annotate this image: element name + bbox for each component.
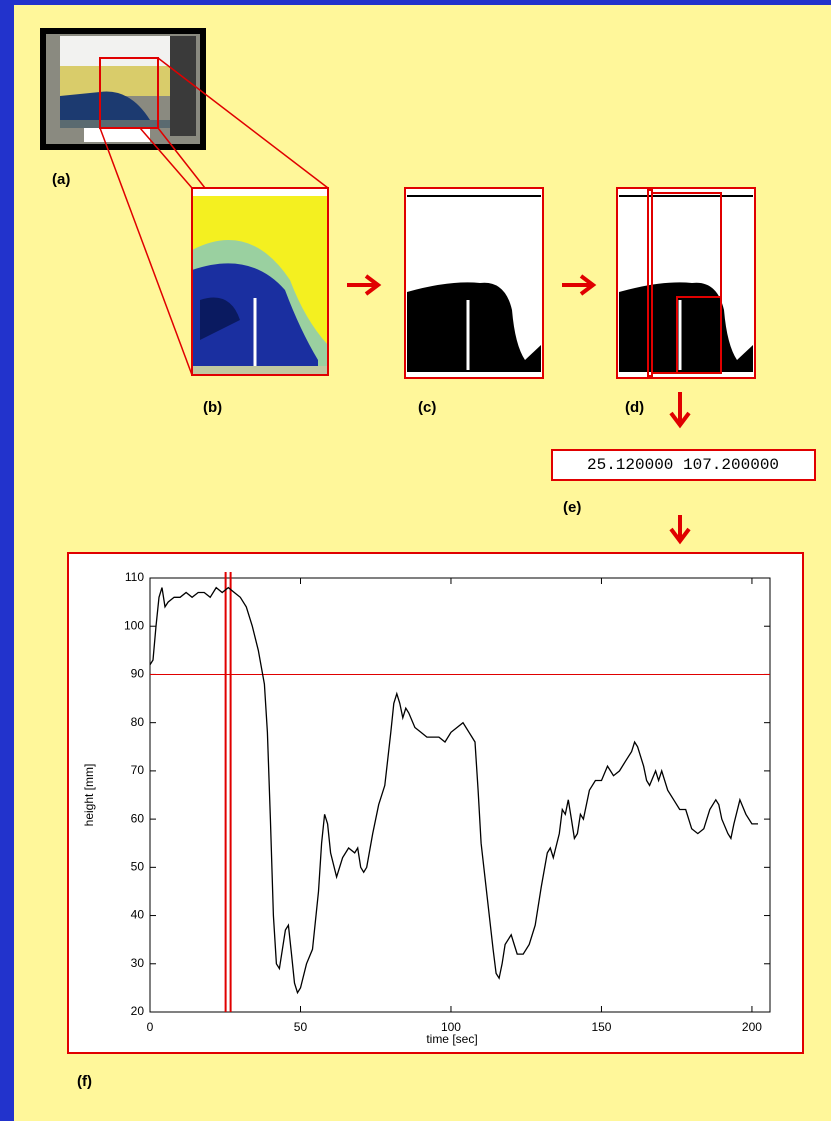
label-b: (b) <box>203 399 222 416</box>
y-tick-label: 30 <box>131 956 145 970</box>
y-tick-label: 70 <box>131 763 145 777</box>
x-tick-label: 200 <box>742 1020 762 1034</box>
readout-box <box>551 449 816 481</box>
plot-area <box>149 577 771 1013</box>
label-c: (c) <box>418 399 436 416</box>
readout-text: 25.120000 107.200000 <box>587 456 779 474</box>
arrow <box>669 515 691 545</box>
y-tick-label: 100 <box>124 618 144 632</box>
y-tick-label: 50 <box>131 860 145 874</box>
chart-frame <box>67 552 804 1054</box>
label-e: (e) <box>563 499 581 516</box>
arrow <box>669 392 691 429</box>
panel-b <box>191 187 329 376</box>
label-f: (f) <box>77 1073 92 1090</box>
y-tick-label: 110 <box>125 570 144 584</box>
x-tick-label: 0 <box>147 1020 154 1034</box>
photo-a <box>40 28 206 150</box>
x-tick-label: 100 <box>441 1020 461 1034</box>
zoom-lines <box>99 57 329 376</box>
y-tick-label: 20 <box>131 1004 145 1018</box>
x-tick-label: 50 <box>294 1020 308 1034</box>
panel-c <box>404 187 544 379</box>
y-axis-label: height [mm] <box>82 764 96 827</box>
x-tick-label: 150 <box>591 1020 611 1034</box>
x-axis-label: time [sec] <box>426 1032 477 1046</box>
y-tick-label: 80 <box>131 715 145 729</box>
label-d: (d) <box>625 399 644 416</box>
panel-d <box>616 187 756 379</box>
height-line <box>149 586 758 995</box>
y-tick-label: 90 <box>131 667 145 681</box>
y-tick-label: 60 <box>131 811 145 825</box>
arrow <box>347 274 382 296</box>
label-a: (a) <box>52 171 70 188</box>
y-tick-label: 40 <box>131 908 145 922</box>
arrow <box>562 274 597 296</box>
